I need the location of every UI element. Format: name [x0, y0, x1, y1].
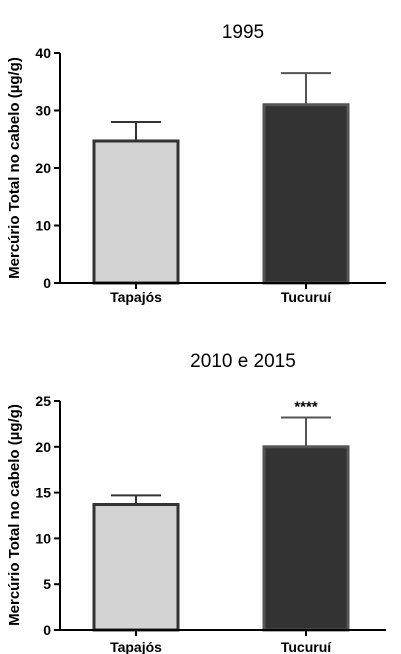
y-axis-label: Mercúrio Total no cabelo (µg/g)	[6, 404, 23, 626]
significance-annotation: ****	[294, 398, 318, 415]
category-label: Tucuruí	[281, 639, 332, 654]
y-tick-label: 40	[35, 45, 51, 61]
y-tick-label: 0	[43, 275, 51, 291]
y-tick-label: 15	[35, 485, 51, 501]
y-axis-label: Mercúrio Total no cabelo (µg/g)	[6, 57, 23, 279]
y-tick-label: 25	[35, 393, 51, 409]
y-tick-label: 20	[35, 439, 51, 455]
y-tick-label: 10	[35, 530, 51, 546]
category-label: Tucuruí	[281, 289, 332, 305]
bar-tucuruí	[262, 103, 350, 285]
y-tick-label: 20	[35, 160, 51, 176]
chart-title: 2010 e 2015	[190, 351, 296, 372]
y-tick-label: 0	[43, 622, 51, 638]
y-tick-label: 30	[35, 103, 51, 119]
chart-panel-2010-2015: 2010 e 2015 Mercúrio Total no cabelo (µg/…	[6, 351, 386, 654]
bar-tapajós	[92, 139, 180, 285]
bar-tapajós	[92, 503, 180, 632]
y-tick-label: 10	[35, 218, 51, 234]
bar-tucuruí	[262, 445, 350, 632]
y-tick-label: 5	[43, 576, 51, 592]
category-label: Tapajós	[110, 639, 162, 654]
chart-panel-1995: 1995 Mercúrio Total no cabelo (µg/g) Tapaj…	[6, 22, 386, 305]
category-label: Tapajós	[110, 289, 162, 305]
chart-title: 1995	[222, 22, 264, 43]
